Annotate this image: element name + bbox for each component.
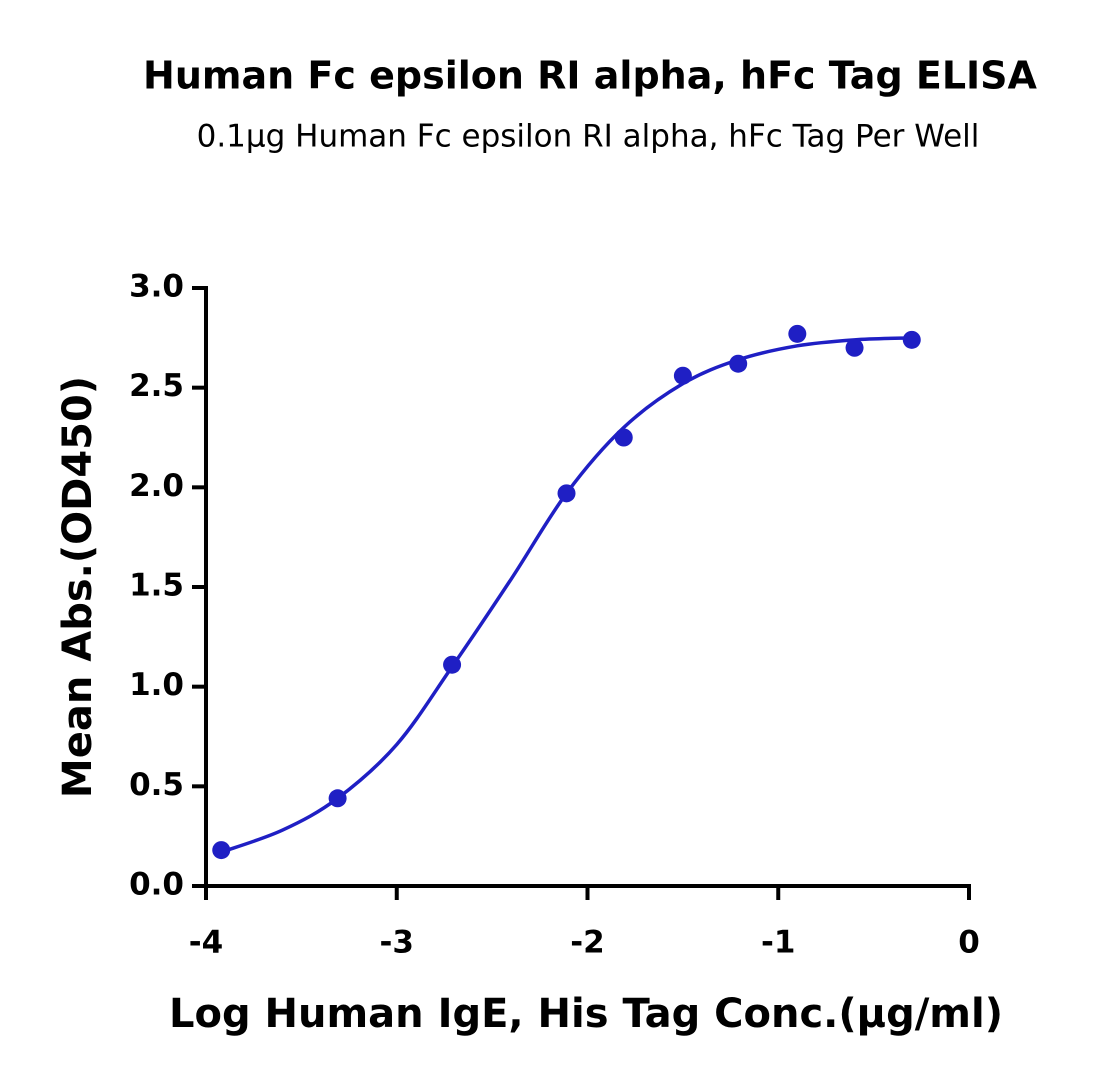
- x-axis-label: Log Human IgE, His Tag Conc.(μg/ml): [169, 991, 1003, 1037]
- y-tick-label: 2.5: [129, 368, 184, 404]
- x-tick-label: -2: [570, 925, 604, 961]
- x-tick-label: -4: [189, 925, 223, 961]
- y-tick-label: 2.0: [129, 468, 184, 504]
- data-point: [845, 338, 864, 357]
- data-point: [729, 354, 748, 373]
- y-tick-label: 0.5: [129, 767, 184, 803]
- chart-title: Human Fc epsilon RI alpha, hFc Tag ELISA: [143, 54, 1038, 98]
- x-tick-label: -1: [761, 925, 795, 961]
- y-tick-label: 1.5: [129, 568, 184, 604]
- y-axis-label: Mean Abs.(OD450): [55, 376, 101, 798]
- data-point: [614, 428, 633, 447]
- data-point: [212, 841, 231, 860]
- y-tick-label: 3.0: [129, 269, 184, 305]
- data-point: [557, 484, 576, 503]
- data-point: [328, 789, 347, 808]
- x-tick-label: -3: [380, 925, 414, 961]
- y-tick-label: 0.0: [129, 867, 184, 903]
- data-point: [673, 366, 692, 385]
- data-point: [788, 324, 807, 343]
- x-tick-label: 0: [958, 925, 980, 961]
- data-point: [443, 655, 462, 674]
- y-tick-label: 1.0: [129, 667, 184, 703]
- chart-subtitle: 0.1μg Human Fc epsilon RI alpha, hFc Tag…: [197, 119, 980, 155]
- fit-curve: [220, 336, 912, 854]
- data-point: [902, 330, 921, 349]
